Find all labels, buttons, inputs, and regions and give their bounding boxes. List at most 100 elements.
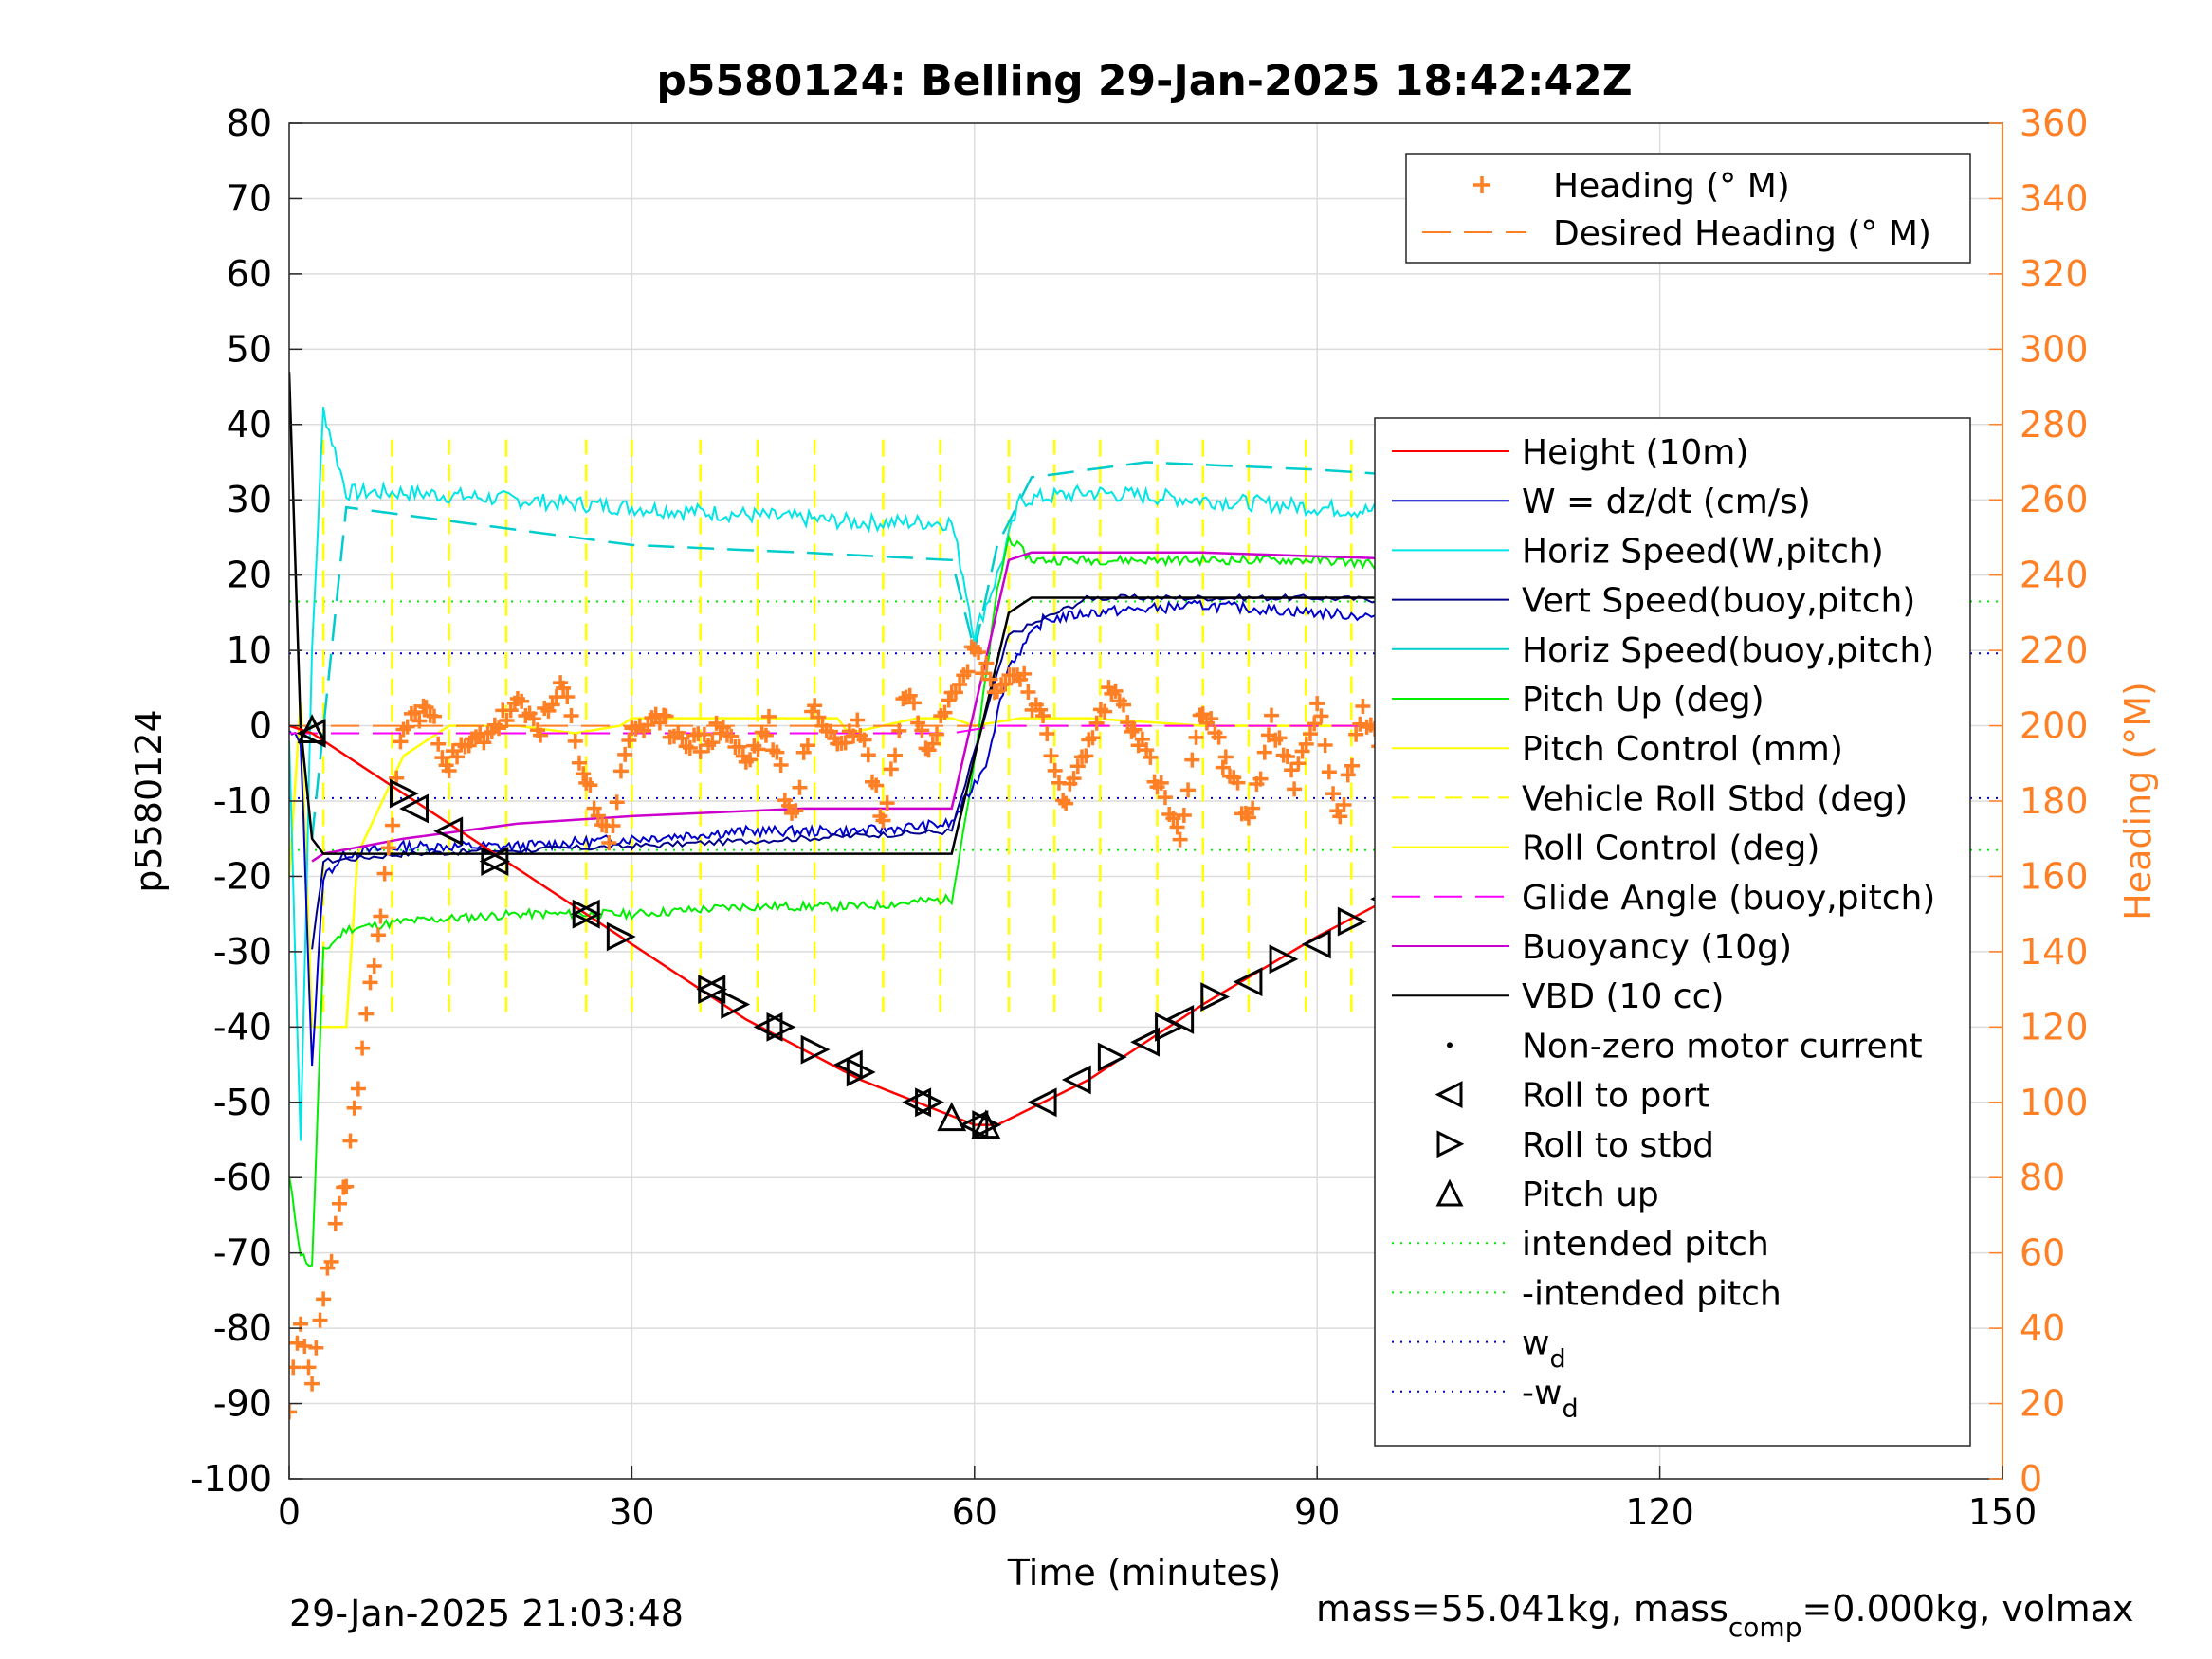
roll-port-marker xyxy=(296,719,326,748)
y-axis-label: p5580124 xyxy=(128,709,170,892)
heading-point xyxy=(1211,729,1227,745)
heading-point xyxy=(1157,790,1173,806)
roll-stbd-marker xyxy=(972,1110,1002,1140)
heading-point xyxy=(491,720,507,737)
heading-point xyxy=(1107,683,1124,699)
pitch-up-marker xyxy=(937,1102,967,1132)
x-tick-label: 90 xyxy=(1294,1491,1340,1533)
y-tick-label: 20 xyxy=(227,555,272,596)
y-tick-label: -10 xyxy=(213,780,272,822)
heading-point xyxy=(731,738,747,755)
heading-point xyxy=(1085,730,1101,746)
y-tick-label: -60 xyxy=(213,1157,272,1198)
legend-item-label: Buoyancy (10g) xyxy=(1522,928,1792,967)
legend-item-label: Roll to stbd xyxy=(1522,1126,1714,1165)
legend-item-label: Roll to port xyxy=(1522,1077,1709,1116)
heading-point xyxy=(1180,782,1197,798)
heading-point xyxy=(559,688,576,704)
heading-point xyxy=(525,711,541,727)
heading-point xyxy=(1172,831,1188,848)
y-tick-label: 50 xyxy=(227,328,272,370)
heading-point xyxy=(1188,729,1204,745)
heading-point xyxy=(408,704,424,720)
y2-tick-label: 260 xyxy=(2020,479,2089,520)
roll-stbd-marker xyxy=(766,1012,796,1042)
heading-point xyxy=(1153,775,1169,791)
heading-point xyxy=(924,736,941,752)
heading-point xyxy=(1176,808,1192,824)
heading-point xyxy=(807,698,823,714)
heading-point xyxy=(1332,809,1348,825)
roll-port-marker xyxy=(399,793,430,824)
y-tick-label: 60 xyxy=(227,253,272,295)
heading-point xyxy=(658,708,674,724)
heading-point xyxy=(1256,744,1272,760)
heading-point xyxy=(982,671,998,687)
heading-point xyxy=(1165,811,1181,827)
heading-point xyxy=(811,709,827,725)
heading-point xyxy=(799,738,815,754)
heading-point xyxy=(891,722,907,738)
heading-point xyxy=(1217,749,1234,765)
heading-point xyxy=(960,664,976,680)
heading-point xyxy=(905,695,922,711)
heading-point xyxy=(1307,716,1323,732)
heading-point xyxy=(605,818,621,834)
heading-point xyxy=(1134,731,1150,747)
legend-symbol-marker xyxy=(1436,1130,1465,1158)
heading-point xyxy=(1066,771,1082,787)
heading-point xyxy=(1184,752,1200,768)
heading-point xyxy=(499,712,515,728)
y2-tick-label: 140 xyxy=(2020,931,2089,973)
heading-point xyxy=(612,763,629,779)
legend-item-label: intended pitch xyxy=(1522,1225,1769,1264)
roll-stbd-marker xyxy=(389,778,419,809)
heading-point xyxy=(1143,749,1159,765)
heading-point xyxy=(856,732,872,748)
y-tick-label: 70 xyxy=(227,177,272,219)
heading-point xyxy=(399,719,415,735)
heading-point xyxy=(1290,756,1307,772)
legend-heading-box xyxy=(1405,153,1971,264)
heading-point xyxy=(434,750,450,766)
y-tick-label: 40 xyxy=(227,404,272,446)
roll-stbd-marker xyxy=(1200,982,1231,1012)
heading-point xyxy=(308,1340,324,1356)
heading-point xyxy=(323,1253,339,1269)
legend-item-label: Pitch Control (mm) xyxy=(1522,730,1843,769)
heading-point xyxy=(1309,696,1325,712)
heading-point xyxy=(342,1133,358,1149)
heading-point xyxy=(544,697,560,713)
marker-layer xyxy=(289,639,1782,1420)
heading-point xyxy=(376,866,393,882)
heading-point xyxy=(879,795,895,811)
y2-tick-label: 20 xyxy=(2020,1383,2065,1425)
heading-point xyxy=(1039,726,1055,742)
heading-point xyxy=(1058,795,1074,811)
roll-stbd-marker xyxy=(846,1057,876,1087)
heading-point xyxy=(997,676,1014,692)
heading-point xyxy=(327,1215,343,1231)
heading-point xyxy=(1097,703,1113,720)
heading-point xyxy=(1317,737,1333,753)
roll-stbd-marker xyxy=(1097,1042,1127,1072)
roll-stbd-marker xyxy=(606,921,636,952)
heading-point xyxy=(362,975,378,991)
heading-point xyxy=(1043,748,1059,764)
heading-point xyxy=(289,1359,302,1376)
heading-point xyxy=(860,747,876,763)
heading-point xyxy=(1116,697,1132,713)
chart-title: p5580124: Belling 29-Jan-2025 18:42:42Z xyxy=(656,57,1632,105)
heading-point xyxy=(350,1081,366,1097)
heading-point xyxy=(556,680,572,696)
roll-stbd-marker xyxy=(1337,906,1367,937)
roll-stbd-marker xyxy=(800,1034,831,1065)
heading-point xyxy=(449,749,466,765)
roll-stbd-marker xyxy=(1269,944,1299,975)
heading-point xyxy=(332,1195,348,1212)
y-tick-label: -90 xyxy=(213,1383,272,1425)
heading-point xyxy=(704,735,721,751)
heading-point xyxy=(1355,699,1371,715)
heading-point xyxy=(1020,684,1036,700)
heading-point xyxy=(1240,810,1256,826)
